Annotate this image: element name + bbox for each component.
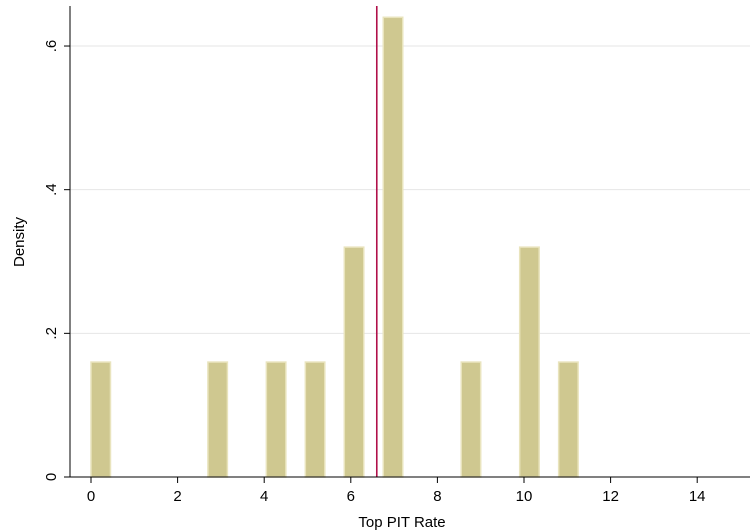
histogram-bar [557, 361, 579, 478]
histogram-bar [207, 361, 229, 478]
y-tick-label: .2 [43, 327, 60, 340]
x-tick-label: 2 [173, 488, 181, 505]
histogram-bar [518, 246, 540, 478]
x-tick-label: 8 [433, 488, 441, 505]
y-tick-label: .6 [43, 40, 60, 53]
x-axis-ticks: 0 2 4 6 8 10 12 14 [87, 477, 706, 505]
histogram-bar [460, 361, 482, 478]
x-tick-label: 10 [516, 488, 533, 505]
x-tick-label: 6 [347, 488, 355, 505]
axes [69, 6, 750, 478]
x-tick-label: 0 [87, 488, 95, 505]
y-tick-label: .4 [43, 183, 60, 196]
x-tick-label: 12 [602, 488, 619, 505]
histogram-bars [90, 16, 579, 478]
y-axis-title: Density [11, 216, 28, 267]
histogram-bar [382, 16, 404, 478]
x-tick-label: 14 [689, 488, 706, 505]
x-tick-label: 4 [260, 488, 268, 505]
histogram-bar [90, 361, 112, 478]
x-axis-title: Top PIT Rate [358, 514, 445, 531]
histogram-bar [265, 361, 287, 478]
y-tick-label: 0 [43, 473, 60, 481]
gridlines [70, 45, 750, 334]
histogram-bar [343, 246, 365, 478]
histogram-bar [304, 361, 326, 478]
y-axis-ticks: 0 .2 .4 .6 [43, 40, 70, 481]
